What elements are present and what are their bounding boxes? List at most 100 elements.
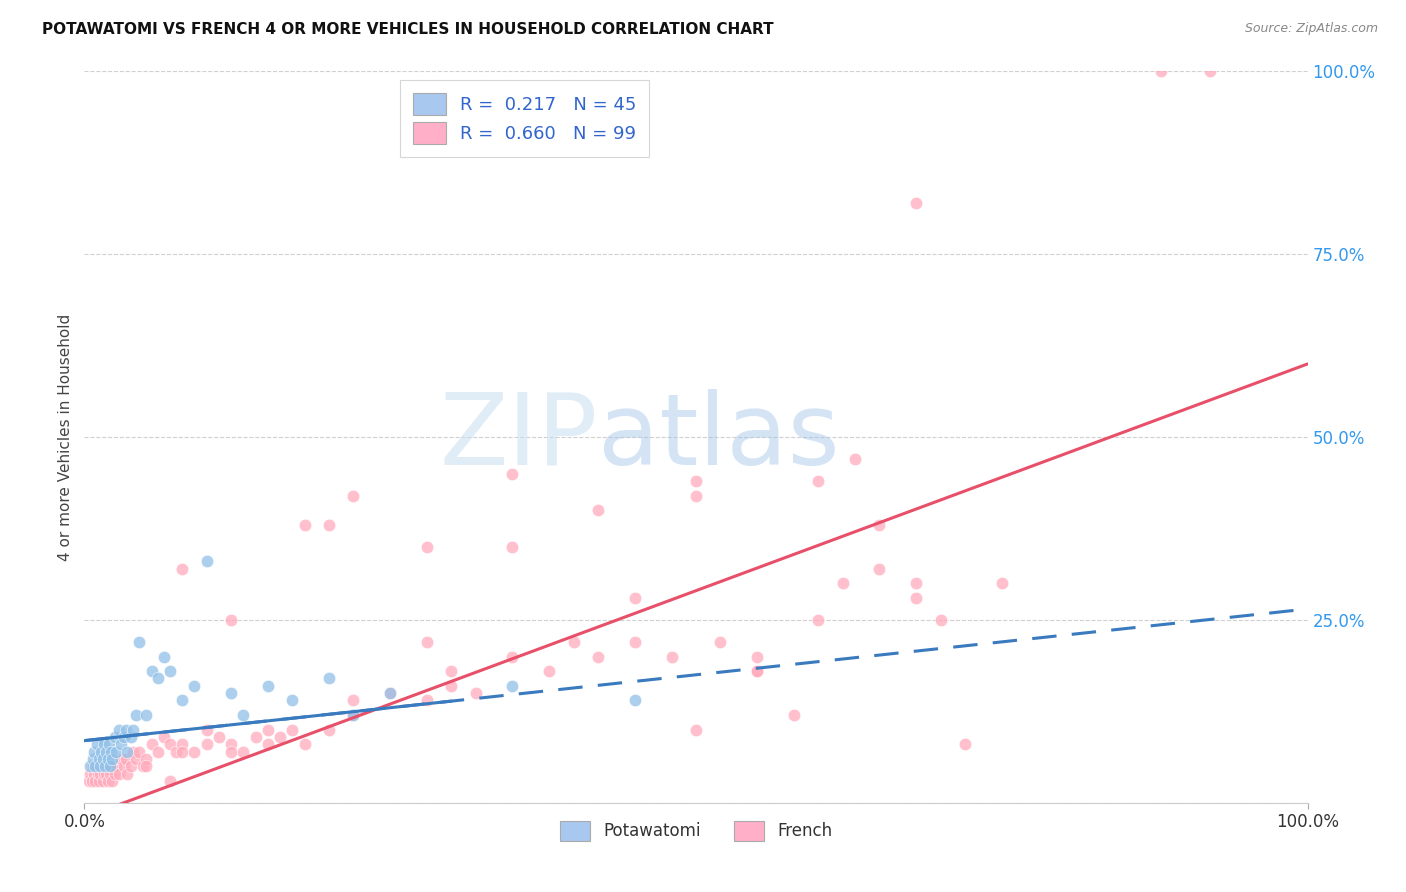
Point bbox=[132, 759, 155, 773]
Point bbox=[661, 649, 683, 664]
Point bbox=[90, 745, 112, 759]
Text: Source: ZipAtlas.com: Source: ZipAtlas.com bbox=[1244, 22, 1378, 36]
Point bbox=[153, 730, 176, 744]
Y-axis label: 4 or more Vehicles in Household: 4 or more Vehicles in Household bbox=[58, 313, 73, 561]
Point bbox=[380, 686, 402, 700]
Point bbox=[135, 752, 157, 766]
Point bbox=[96, 766, 118, 780]
Point bbox=[685, 489, 707, 503]
Point bbox=[84, 773, 107, 788]
Point bbox=[232, 708, 254, 723]
Point bbox=[94, 759, 117, 773]
Point bbox=[245, 730, 267, 744]
Point bbox=[502, 679, 524, 693]
Point bbox=[98, 766, 121, 780]
Text: POTAWATOMI VS FRENCH 4 OR MORE VEHICLES IN HOUSEHOLD CORRELATION CHART: POTAWATOMI VS FRENCH 4 OR MORE VEHICLES … bbox=[42, 22, 773, 37]
Point bbox=[831, 576, 853, 591]
Point bbox=[685, 474, 707, 488]
Point bbox=[1198, 64, 1220, 78]
Point bbox=[953, 737, 976, 751]
Point bbox=[79, 766, 101, 780]
Point bbox=[905, 576, 928, 591]
Point bbox=[107, 766, 129, 780]
Point bbox=[115, 752, 138, 766]
Point bbox=[624, 591, 647, 605]
Point bbox=[807, 613, 830, 627]
Point bbox=[120, 730, 142, 744]
Point bbox=[342, 708, 364, 723]
Point bbox=[115, 745, 138, 759]
Point bbox=[141, 737, 163, 751]
Point bbox=[120, 759, 142, 773]
Point bbox=[747, 664, 769, 678]
Point bbox=[112, 730, 135, 744]
Point bbox=[89, 766, 111, 780]
Point bbox=[172, 562, 194, 576]
Point bbox=[94, 759, 117, 773]
Point bbox=[77, 773, 100, 788]
Point bbox=[869, 517, 891, 532]
Point bbox=[807, 474, 830, 488]
Point bbox=[416, 693, 439, 707]
Point bbox=[195, 737, 218, 751]
Point bbox=[219, 737, 242, 751]
Point bbox=[281, 693, 304, 707]
Point bbox=[844, 452, 866, 467]
Point bbox=[624, 693, 647, 707]
Point bbox=[416, 540, 439, 554]
Point bbox=[79, 759, 101, 773]
Point bbox=[905, 196, 928, 211]
Point bbox=[87, 752, 110, 766]
Point bbox=[502, 649, 524, 664]
Point bbox=[294, 737, 316, 751]
Point bbox=[219, 613, 242, 627]
Point bbox=[80, 773, 103, 788]
Point bbox=[183, 745, 205, 759]
Point bbox=[97, 759, 120, 773]
Point bbox=[440, 679, 463, 693]
Point bbox=[93, 737, 115, 751]
Point bbox=[219, 686, 242, 700]
Point bbox=[82, 752, 104, 766]
Point bbox=[87, 773, 110, 788]
Point bbox=[342, 693, 364, 707]
Point bbox=[135, 759, 157, 773]
Point bbox=[104, 766, 127, 780]
Point bbox=[100, 759, 122, 773]
Point bbox=[195, 723, 218, 737]
Point bbox=[115, 723, 138, 737]
Point bbox=[342, 708, 364, 723]
Point bbox=[105, 759, 128, 773]
Point bbox=[709, 635, 731, 649]
Point bbox=[624, 635, 647, 649]
Point bbox=[294, 517, 316, 532]
Point bbox=[100, 745, 122, 759]
Point bbox=[380, 686, 402, 700]
Point bbox=[342, 489, 364, 503]
Point bbox=[257, 679, 280, 693]
Point bbox=[153, 649, 176, 664]
Point bbox=[747, 649, 769, 664]
Point bbox=[128, 745, 150, 759]
Point bbox=[90, 759, 112, 773]
Point bbox=[110, 752, 132, 766]
Point bbox=[183, 679, 205, 693]
Point bbox=[105, 745, 128, 759]
Point bbox=[83, 745, 105, 759]
Point bbox=[257, 723, 280, 737]
Point bbox=[96, 745, 118, 759]
Point bbox=[82, 759, 104, 773]
Point bbox=[89, 759, 111, 773]
Point bbox=[195, 554, 218, 568]
Point bbox=[146, 745, 169, 759]
Point bbox=[440, 664, 463, 678]
Point bbox=[1150, 64, 1173, 78]
Point bbox=[208, 730, 231, 744]
Point bbox=[107, 723, 129, 737]
Point bbox=[101, 773, 124, 788]
Point bbox=[562, 635, 585, 649]
Point bbox=[98, 759, 121, 773]
Point bbox=[685, 723, 707, 737]
Point bbox=[125, 752, 148, 766]
Text: ZIP: ZIP bbox=[440, 389, 598, 485]
